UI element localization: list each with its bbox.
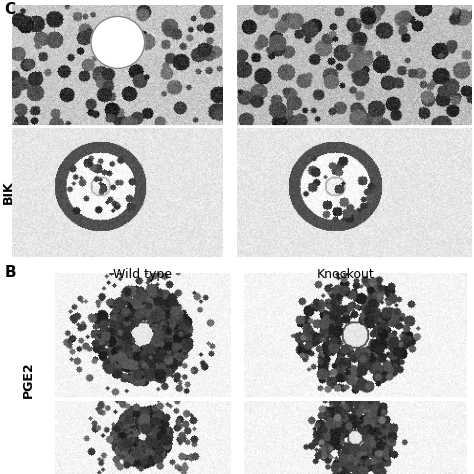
Text: BIK: BIK: [2, 180, 15, 204]
Text: C: C: [5, 2, 16, 18]
Text: B: B: [5, 265, 17, 281]
Text: Knockout: Knockout: [317, 268, 375, 281]
Text: Wild type: Wild type: [113, 268, 172, 281]
Text: PGE2: PGE2: [22, 361, 35, 398]
Circle shape: [91, 17, 145, 68]
